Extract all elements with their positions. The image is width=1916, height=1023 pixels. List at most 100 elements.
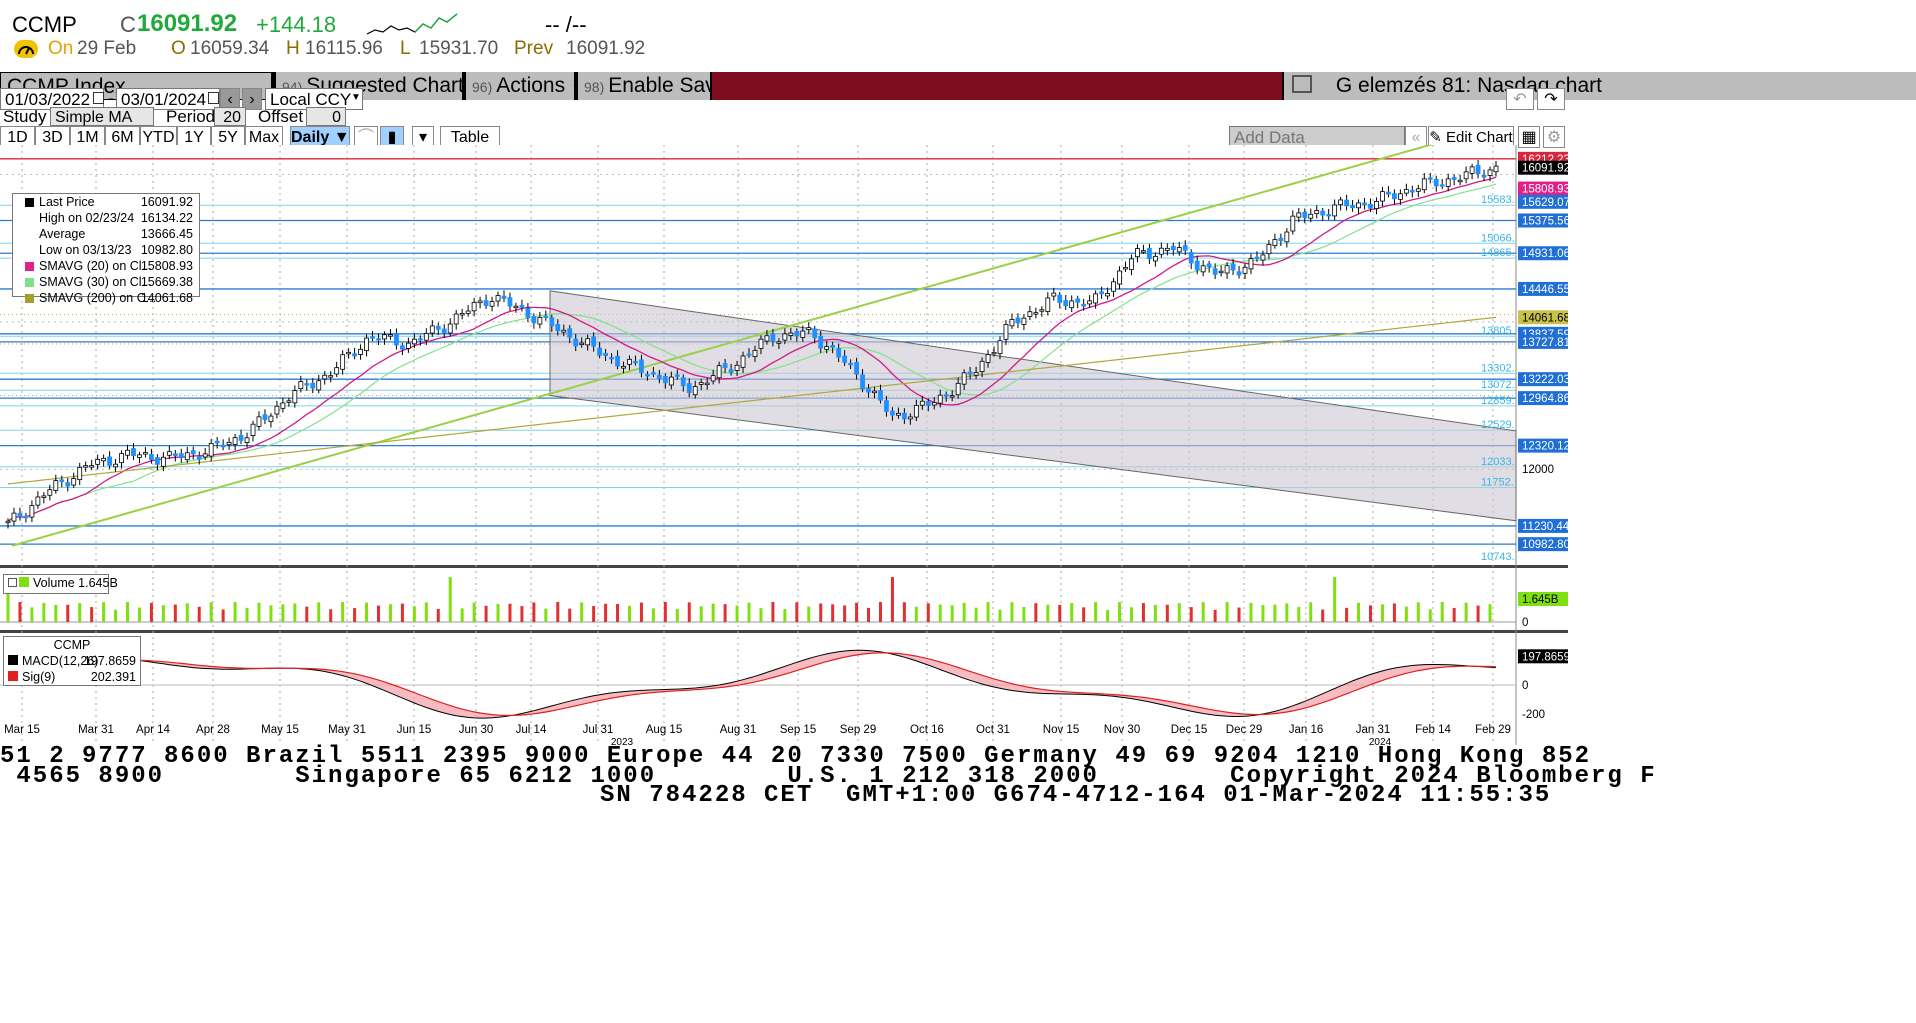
candle-body (262, 414, 268, 420)
candle-body (531, 315, 537, 324)
legend-label: SMAVG (30) on Cl... (39, 275, 152, 289)
volume-bar (1261, 605, 1265, 622)
volume-bar (472, 602, 476, 622)
start-date-input[interactable]: 01/03/2022 (0, 88, 104, 110)
volume-bar (460, 608, 464, 622)
candle-body (268, 415, 274, 423)
legend-row: SMAVG (200) on C... 14061.68 (13, 290, 199, 306)
range-button-ytd[interactable]: YTD (140, 126, 177, 148)
candle-body (125, 449, 130, 456)
volume-bar (388, 604, 392, 622)
candle-body (435, 325, 441, 330)
candle-body (1326, 214, 1332, 217)
candle-body (884, 400, 889, 412)
enable-save-button[interactable]: 98) Enable Save (578, 72, 727, 100)
price-tag: 15629.07 (1518, 194, 1568, 209)
volume-bar (484, 605, 488, 622)
range-button-1d[interactable]: 1D (0, 126, 35, 148)
period-input[interactable]: 20 (214, 107, 246, 126)
price-tag: 13222.03 (1518, 372, 1568, 387)
calendar-icon[interactable] (93, 92, 104, 104)
candle-body (95, 459, 101, 465)
open-value: 16059.34 (190, 38, 270, 59)
volume-bar (974, 607, 978, 622)
volume-bar (1380, 604, 1384, 622)
macd-min-label: -200 (1522, 709, 1545, 721)
signal-swatch (8, 671, 18, 681)
offset-input[interactable]: 0 (306, 107, 346, 126)
candle-body (1003, 324, 1009, 340)
gear-icon[interactable]: ⚙ (1543, 126, 1565, 148)
volume-bar (102, 602, 106, 622)
price-tag: 14061.68 (1518, 310, 1568, 325)
volume-bar (137, 607, 141, 622)
x-axis-label: Oct 16 (910, 724, 944, 736)
volume-bar (1082, 607, 1086, 622)
volume-bar (185, 603, 189, 622)
candle-body (973, 372, 979, 376)
candle-body (405, 342, 411, 349)
candle-body (501, 295, 507, 299)
volume-bar (1058, 604, 1062, 622)
volume-bar (54, 604, 58, 622)
legend-swatch (25, 198, 34, 208)
x-axis-label: Sep 15 (780, 724, 816, 736)
price-tag-text: 12964.86 (1522, 393, 1568, 405)
fib-label: 10743. (1481, 551, 1515, 563)
collapse-icon[interactable] (8, 578, 17, 587)
candle-chart-icon[interactable]: ▮ (380, 126, 404, 148)
candle-body (1200, 265, 1206, 273)
candle-body (1433, 178, 1439, 187)
price-tag-bg (1518, 160, 1568, 175)
open-label: O (171, 38, 186, 59)
x-axis-label: Mar 15 (4, 724, 40, 736)
volume-bar (783, 609, 787, 622)
candle-body (214, 440, 220, 444)
candle-body (537, 316, 543, 325)
volume-bar (735, 605, 739, 622)
x-axis-label: Aug 31 (720, 724, 756, 736)
actions-button[interactable]: 96)Actions ▼ (466, 72, 583, 100)
candle-body (842, 355, 848, 363)
x-axis-label: Jul 14 (516, 724, 547, 736)
volume-bar (723, 604, 727, 622)
chart-settings-icon[interactable]: ▦ (1518, 126, 1540, 148)
price-tag-bg (1518, 518, 1568, 533)
candle-body (1105, 293, 1110, 297)
date-value: 29 Feb (77, 38, 137, 59)
macd-title: CCMP (53, 638, 91, 652)
price-tag: 14446.55 (1518, 281, 1568, 296)
candle-body (137, 454, 142, 458)
candle-body (1146, 248, 1152, 260)
candle-body (913, 404, 919, 418)
range-button-6m[interactable]: 6M (105, 126, 140, 148)
fib-label: 12529. (1481, 419, 1515, 431)
study-select[interactable]: Simple MA (50, 107, 154, 126)
price-tag-text: 11230.44 (1522, 521, 1568, 533)
price-tag: 14931.06 (1518, 246, 1568, 261)
candle-body (848, 362, 854, 366)
collapse-icon[interactable]: « (1405, 126, 1427, 148)
frequency-value: Daily (291, 129, 330, 146)
candle-body (549, 317, 555, 327)
legend-swatch (25, 294, 34, 304)
candle-body (1051, 292, 1057, 297)
candle-body (286, 400, 292, 403)
volume-bar (1416, 602, 1420, 622)
calendar-icon[interactable] (208, 92, 219, 104)
candle-body (316, 380, 322, 391)
redo-button[interactable]: ↷ (1537, 88, 1565, 110)
volume-bar (114, 609, 118, 622)
candle-body (561, 329, 567, 333)
candle-body (1314, 210, 1320, 215)
end-date-input[interactable]: 03/01/2024 (116, 88, 220, 110)
next-period-button[interactable]: › (242, 88, 262, 110)
add-data-input[interactable]: Add Data (1229, 126, 1405, 148)
candle-body (322, 374, 328, 380)
macd-value: 197.8659 (83, 654, 136, 668)
price-chart[interactable]: 16212.2316091.9215808.9315629.0715375.56… (0, 145, 1568, 745)
external-link-icon[interactable] (1292, 75, 1312, 94)
price-tag: 12320.12 (1518, 438, 1568, 453)
candle-body (113, 463, 118, 468)
undo-button[interactable]: ↶ (1506, 88, 1534, 110)
